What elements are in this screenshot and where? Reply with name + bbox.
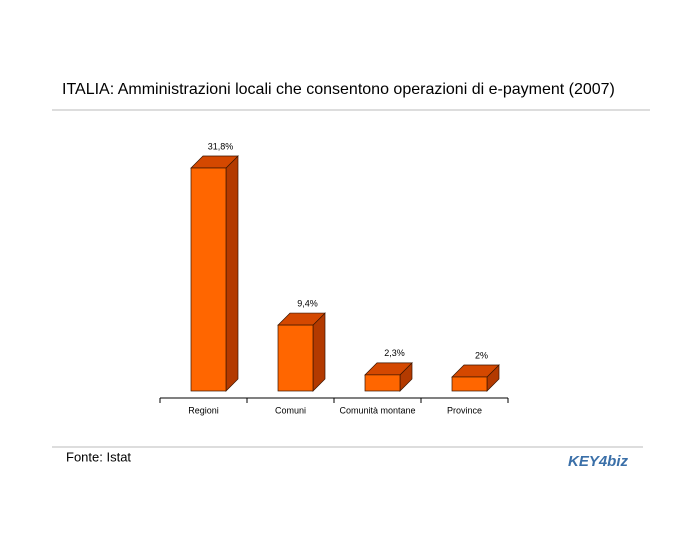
- x-tick-label: Comunità montane: [339, 405, 415, 415]
- value-label: 9,4%: [297, 298, 318, 308]
- bar: [451, 376, 488, 392]
- x-tick-label: Comuni: [275, 405, 306, 415]
- bar-side: [225, 155, 239, 392]
- chart-title: ITALIA: Amministrazioni locali che conse…: [62, 81, 615, 98]
- bar-side: [312, 312, 326, 392]
- bar: [364, 374, 401, 392]
- value-label: 2,3%: [384, 348, 405, 358]
- x-tick-label: Regioni: [188, 405, 219, 415]
- source: Fonte: Istat: [66, 449, 131, 464]
- value-label: 31,8%: [208, 141, 234, 151]
- bar: [277, 324, 314, 392]
- value-label: 2%: [475, 350, 488, 360]
- bar: [190, 167, 227, 392]
- logo: KEY4biz: [568, 453, 629, 470]
- x-tick-label: Province: [447, 405, 482, 415]
